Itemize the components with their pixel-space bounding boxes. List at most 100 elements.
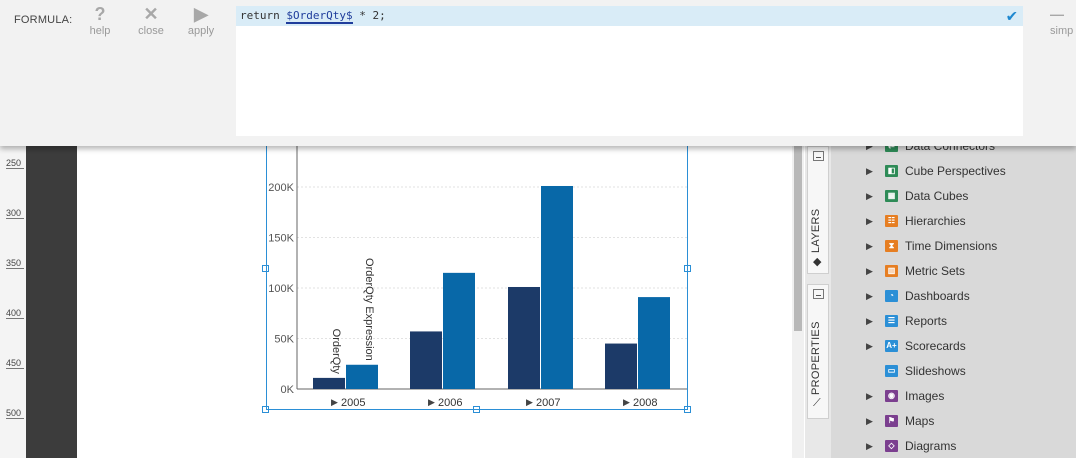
question-icon: ?	[94, 4, 106, 24]
formula-line[interactable]: return $OrderQty$ * 2; ✔	[236, 6, 1023, 26]
minus-icon: —	[1050, 6, 1064, 22]
formula-field-token[interactable]: $OrderQty$	[286, 9, 353, 24]
bar-orderqty-2008	[605, 343, 637, 389]
tab-layers-label: LAYERS	[810, 208, 822, 253]
diagrams-icon: ◇	[885, 440, 898, 452]
close-icon: ✕	[143, 4, 159, 24]
tree-item-label: Dashboards	[905, 289, 970, 303]
expand-arrow-icon[interactable]: ▶	[866, 141, 873, 151]
apply-button[interactable]: ▶ apply	[181, 4, 221, 37]
tree-item-diagrams[interactable]: ▶ ◇ Diagrams	[831, 436, 1076, 456]
expand-arrow-icon[interactable]: ▶	[866, 266, 873, 276]
tree-item-hierarchies[interactable]: ▶ ☷ Hierarchies	[831, 211, 1076, 231]
tree-item-slideshows[interactable]: ▭ Slideshows	[831, 361, 1076, 381]
tree-item-cube-perspectives[interactable]: ▶ ◧ Cube Perspectives	[831, 161, 1076, 181]
x-tick-label: 2007	[536, 397, 560, 409]
minimize-icon[interactable]	[813, 289, 824, 299]
tab-layers[interactable]: LAYERS ◆	[807, 146, 829, 274]
y-tick-label: 100K	[268, 283, 294, 295]
category-expand-icon: ▶	[428, 398, 435, 408]
y-tick-label: 150K	[268, 233, 294, 245]
dashboards-icon: ◔	[885, 290, 898, 302]
ruler-mark: 300	[6, 208, 24, 219]
x-tick-label: 2008	[633, 397, 657, 409]
layers-icon: ◆	[813, 256, 822, 268]
tree-item-time-dimensions[interactable]: ▶ ⧗ Time Dimensions	[831, 236, 1076, 256]
hierarchies-icon: ☷	[885, 215, 898, 227]
simplify-label: simp	[1050, 25, 1074, 37]
ruler-mark: 400	[6, 308, 24, 319]
tree-item-metric-sets[interactable]: ▶ ▥ Metric Sets	[831, 261, 1076, 281]
expand-arrow-icon[interactable]: ▶	[866, 291, 873, 301]
side-tabs: LAYERS ◆ PROPERTIES ⟋	[805, 146, 831, 458]
help-label: help	[89, 25, 111, 37]
close-button[interactable]: ✕ close	[131, 4, 171, 37]
y-tick-label: 50K	[274, 334, 294, 346]
x-tick-label: 2006	[438, 397, 462, 409]
category-expand-icon: ▶	[623, 398, 630, 408]
dashboard-canvas[interactable]	[77, 146, 792, 458]
tree-item-label: Maps	[905, 414, 935, 428]
expand-arrow-icon[interactable]: ▶	[866, 191, 873, 201]
tree-item-label: Time Dimensions	[905, 239, 998, 253]
bar-orderqty-expression-2007	[541, 185, 573, 389]
tab-properties-label: PROPERTIES	[810, 321, 822, 395]
expand-arrow-icon[interactable]: ▶	[866, 166, 873, 176]
expand-arrow-icon[interactable]: ▶	[866, 416, 873, 426]
data-cubes-icon: ▦	[885, 190, 898, 202]
check-icon[interactable]: ✔	[1006, 6, 1017, 26]
close-label: close	[138, 25, 164, 37]
tree-item-maps[interactable]: ▶ ⚑ Maps	[831, 411, 1076, 431]
bar-orderqty-expression-2005	[346, 364, 378, 389]
tree-item-label: Data Cubes	[905, 189, 969, 203]
category-expand-icon: ▶	[526, 398, 533, 408]
tree-item-scorecards[interactable]: ▶ A+ Scorecards	[831, 336, 1076, 356]
formula-suffix: * 2;	[352, 9, 386, 22]
tree-item-label: Reports	[905, 314, 948, 328]
vertical-ruler: 250 300 350 400 450 500	[0, 146, 26, 458]
time-dimensions-icon: ⧗	[885, 240, 898, 252]
tree-item-dashboards[interactable]: ▶ ◔ Dashboards	[831, 286, 1076, 306]
canvas-scrollbar-thumb[interactable]	[794, 146, 802, 331]
formula-label: FORMULA:	[14, 14, 73, 26]
wrench-icon: ⟋	[813, 397, 821, 409]
x-tick-label: 2005	[341, 397, 365, 409]
simplify-button[interactable]: — simp	[1050, 4, 1076, 37]
y-tick-label: 0K	[281, 384, 295, 396]
series-label: OrderQty Expression	[363, 258, 375, 361]
tree-item-data-cubes[interactable]: ▶ ▦ Data Cubes	[831, 186, 1076, 206]
help-button[interactable]: ? help	[80, 4, 120, 37]
bar-orderqty-2007	[508, 286, 540, 389]
tree-item-reports[interactable]: ▶ ☰ Reports	[831, 311, 1076, 331]
expand-arrow-icon[interactable]: ▶	[866, 216, 873, 226]
ruler-mark: 250	[6, 158, 24, 169]
data-panel: ▶⇄Data Connectors▶◧Cube Perspectives▶▦Da…	[831, 136, 1076, 458]
expand-arrow-icon[interactable]: ▶	[866, 316, 873, 326]
canvas-margin	[26, 146, 77, 458]
tab-properties[interactable]: PROPERTIES ⟋	[807, 284, 829, 419]
maps-icon: ⚑	[885, 415, 898, 427]
ruler-mark: 450	[6, 358, 24, 369]
bar-orderqty-expression-2008	[638, 297, 670, 389]
expand-arrow-icon[interactable]: ▶	[866, 441, 873, 451]
minimize-icon[interactable]	[813, 151, 824, 161]
bar-orderqty-expression-2006	[443, 272, 475, 389]
canvas-scrollbar[interactable]	[792, 146, 804, 458]
tree-item-label: Images	[905, 389, 945, 403]
tree-item-label: Scorecards	[905, 339, 966, 353]
expand-arrow-icon[interactable]: ▶	[866, 391, 873, 401]
expand-arrow-icon[interactable]: ▶	[866, 341, 873, 351]
scorecards-icon: A+	[885, 340, 898, 352]
resize-handle-left[interactable]	[262, 265, 269, 272]
tree-item-images[interactable]: ▶ ◉ Images	[831, 386, 1076, 406]
expand-arrow-icon[interactable]: ▶	[866, 241, 873, 251]
category-expand-icon: ▶	[331, 398, 338, 408]
images-icon: ◉	[885, 390, 898, 402]
play-icon: ▶	[194, 4, 208, 24]
tree-item-label: Slideshows	[905, 364, 966, 378]
bar-orderqty-2006	[410, 331, 442, 389]
metric-sets-icon: ▥	[885, 265, 898, 277]
formula-editor[interactable]: return $OrderQty$ * 2; ✔	[236, 6, 1023, 136]
tree-item-label: Hierarchies	[905, 214, 966, 228]
y-tick-label: 200K	[268, 182, 294, 194]
